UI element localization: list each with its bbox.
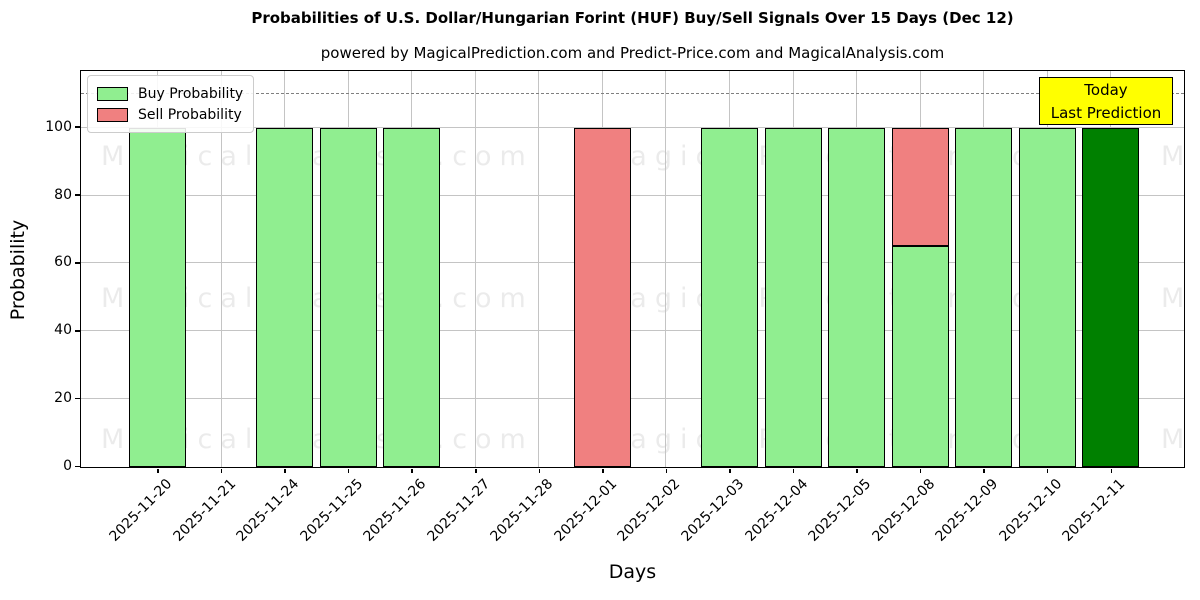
y-tick-mark-20 bbox=[75, 397, 80, 400]
x-tick-mark-2025-12-08 bbox=[919, 468, 922, 473]
y-tick-label-20: 20 bbox=[54, 390, 72, 407]
x-tick-mark-2025-12-02 bbox=[665, 468, 668, 473]
x-tick-mark-2025-11-27 bbox=[475, 468, 477, 473]
bar-segment-buy-2025-12-10 bbox=[1018, 127, 1076, 467]
gridline-y-60 bbox=[81, 262, 1184, 264]
legend-item-sell: Sell Probability bbox=[97, 104, 243, 125]
watermark-text-overflow: M bbox=[1161, 424, 1184, 455]
gridline-x-2025-11-28 bbox=[538, 71, 540, 467]
x-tick-mark-2025-11-28 bbox=[538, 468, 541, 473]
bar-segment-buy-2025-12-11 bbox=[1082, 127, 1140, 467]
gridline-y-100 bbox=[81, 126, 1184, 128]
today-annotation: Today Last Prediction bbox=[1039, 77, 1173, 125]
x-tick-mark-2025-12-01 bbox=[602, 468, 604, 473]
watermark-text-overflow: M bbox=[1161, 141, 1184, 172]
bar-segment-sell-2025-12-08 bbox=[891, 127, 949, 247]
legend-label-buy: Buy Probability bbox=[138, 85, 244, 102]
x-tick-mark-2025-12-03 bbox=[729, 468, 731, 473]
x-tick-mark-2025-11-20 bbox=[157, 468, 159, 473]
y-tick-label-100: 100 bbox=[45, 118, 72, 135]
gridline-x-2025-11-27 bbox=[474, 71, 476, 467]
gridline-x-2025-12-02 bbox=[665, 71, 667, 467]
bar-segment-buy-2025-11-26 bbox=[383, 127, 441, 467]
x-tick-mark-2025-11-21 bbox=[220, 468, 223, 473]
bar-segment-buy-2025-12-09 bbox=[955, 127, 1013, 467]
bar-segment-buy-2025-12-04 bbox=[764, 127, 822, 467]
y-tick-mark-0 bbox=[75, 465, 80, 468]
x-tick-mark-2025-11-24 bbox=[284, 468, 286, 473]
y-axis-label: Probability bbox=[7, 219, 29, 321]
threshold-dashed-line bbox=[81, 92, 1184, 94]
bar-segment-buy-2025-12-05 bbox=[828, 127, 886, 467]
y-tick-mark-100 bbox=[75, 126, 80, 128]
y-tick-mark-80 bbox=[75, 194, 80, 196]
chart-subtitle: powered by MagicalPrediction.com and Pre… bbox=[320, 44, 945, 62]
bar-segment-buy-2025-12-03 bbox=[700, 127, 758, 467]
gridline-y-80 bbox=[81, 194, 1184, 196]
y-tick-label-0: 0 bbox=[63, 458, 72, 474]
legend: Buy Probability Sell Probability bbox=[87, 75, 255, 133]
bar-segment-sell-2025-12-01 bbox=[573, 127, 631, 467]
legend-label-sell: Sell Probability bbox=[138, 106, 242, 123]
today-annotation-line1: Today bbox=[1084, 81, 1128, 99]
x-tick-mark-2025-12-10 bbox=[1046, 468, 1049, 473]
y-tick-label-80: 80 bbox=[54, 186, 72, 203]
y-tick-label-40: 40 bbox=[54, 322, 72, 339]
legend-swatch-sell-icon bbox=[97, 107, 128, 122]
gridline-x-2025-11-21 bbox=[220, 71, 222, 467]
chart-title: Probabilities of U.S. Dollar/Hungarian F… bbox=[251, 9, 1014, 27]
legend-item-buy: Buy Probability bbox=[97, 83, 243, 104]
x-tick-mark-2025-12-05 bbox=[856, 468, 858, 473]
gridline-y-20 bbox=[81, 398, 1184, 400]
y-tick-label-60: 60 bbox=[54, 254, 72, 271]
x-tick-mark-2025-12-11 bbox=[1110, 468, 1112, 473]
bar-segment-buy-2025-11-25 bbox=[319, 127, 377, 467]
y-tick-mark-40 bbox=[75, 330, 80, 332]
legend-swatch-buy-icon bbox=[97, 86, 128, 101]
bar-segment-buy-2025-11-24 bbox=[256, 127, 314, 467]
today-annotation-line2: Last Prediction bbox=[1050, 104, 1162, 122]
bar-segment-buy-2025-11-20 bbox=[129, 127, 186, 467]
y-tick-mark-60 bbox=[75, 262, 80, 264]
x-tick-mark-2025-11-25 bbox=[347, 468, 350, 473]
x-tick-mark-2025-12-09 bbox=[983, 468, 985, 473]
plot-area: MagicalAnalysis.comMagicalPrediction.com… bbox=[80, 70, 1185, 468]
gridline-y-40 bbox=[81, 330, 1184, 332]
x-tick-mark-2025-11-26 bbox=[411, 468, 413, 473]
bar-segment-buy-2025-12-08 bbox=[891, 246, 949, 467]
x-tick-mark-2025-12-04 bbox=[792, 468, 795, 473]
watermark-text-overflow: M bbox=[1161, 283, 1184, 314]
x-axis-label: Days bbox=[608, 561, 657, 583]
